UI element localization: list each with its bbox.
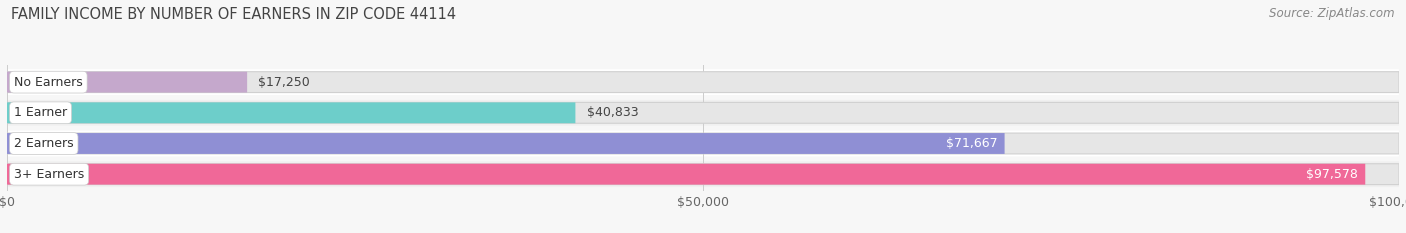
Text: $97,578: $97,578 (1306, 168, 1358, 181)
Text: $40,833: $40,833 (586, 106, 638, 119)
FancyBboxPatch shape (7, 164, 1399, 185)
FancyBboxPatch shape (7, 164, 1365, 185)
FancyBboxPatch shape (7, 161, 1399, 187)
Text: $17,250: $17,250 (259, 76, 311, 89)
FancyBboxPatch shape (7, 102, 575, 123)
Text: Source: ZipAtlas.com: Source: ZipAtlas.com (1270, 7, 1395, 20)
FancyBboxPatch shape (7, 133, 1005, 154)
FancyBboxPatch shape (7, 131, 1399, 156)
Text: FAMILY INCOME BY NUMBER OF EARNERS IN ZIP CODE 44114: FAMILY INCOME BY NUMBER OF EARNERS IN ZI… (11, 7, 457, 22)
FancyBboxPatch shape (7, 133, 1399, 154)
Text: 3+ Earners: 3+ Earners (14, 168, 84, 181)
FancyBboxPatch shape (7, 69, 1399, 95)
Text: 2 Earners: 2 Earners (14, 137, 73, 150)
Text: 1 Earner: 1 Earner (14, 106, 67, 119)
Text: No Earners: No Earners (14, 76, 83, 89)
FancyBboxPatch shape (7, 100, 1399, 126)
FancyBboxPatch shape (7, 72, 247, 93)
FancyBboxPatch shape (7, 102, 1399, 123)
FancyBboxPatch shape (7, 72, 1399, 93)
Text: $71,667: $71,667 (946, 137, 998, 150)
